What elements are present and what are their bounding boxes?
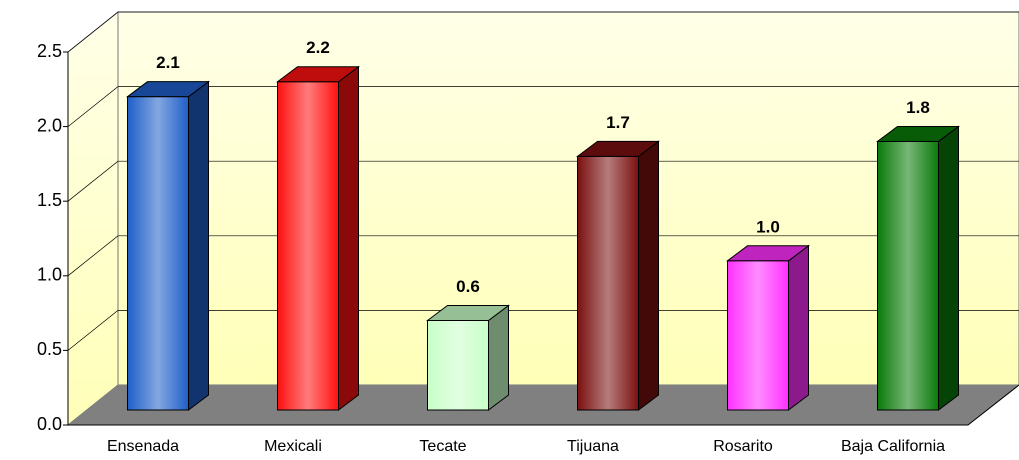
grid-line [67, 160, 1019, 202]
bar-side [788, 244, 809, 411]
bar [277, 81, 339, 411]
x-tick-label: Mexicali [264, 438, 322, 455]
back-wall [117, 11, 1019, 386]
value-label: 1.0 [756, 217, 780, 236]
bar [127, 96, 189, 411]
grid-line [67, 11, 1019, 53]
bar-top [276, 66, 360, 83]
grid-line [67, 235, 1019, 277]
value-label: 2.2 [306, 38, 330, 57]
grid-line [67, 86, 1019, 127]
bar [877, 140, 939, 411]
bar-side [338, 65, 359, 411]
bar-side [188, 80, 209, 411]
value-label: 0.6 [456, 277, 480, 296]
value-label: 1.8 [906, 98, 930, 117]
bar-top [876, 125, 960, 142]
value-label: 1.7 [606, 113, 630, 132]
x-tick-label: Tijuana [567, 438, 619, 455]
bar-top [126, 81, 210, 98]
bar-side [638, 140, 659, 411]
y-tick-label: 1.0 [37, 265, 62, 285]
x-axis [68, 384, 1019, 426]
grid-line [67, 310, 1019, 351]
bar-side [938, 125, 959, 411]
bar-top [576, 140, 660, 157]
floor [68, 385, 1019, 425]
x-tick-label: Baja California [841, 438, 945, 455]
x-tick-label: Tecate [419, 438, 466, 455]
y-tick-label: 1.5 [37, 190, 62, 210]
x-tick-label: Rosarito [713, 438, 773, 455]
bar-top [725, 245, 811, 262]
y-tick-label: 2.0 [37, 115, 62, 135]
grid [67, 11, 1019, 351]
side-wall [67, 10, 119, 427]
bar [427, 319, 489, 411]
x-tick-label: Ensenada [107, 438, 179, 455]
y-tick-label: 0.5 [37, 339, 62, 359]
value-label: 2.1 [156, 53, 180, 72]
bar [727, 260, 789, 411]
bars [126, 65, 960, 411]
bar [577, 155, 639, 411]
bar-top [426, 304, 510, 321]
y-tick-label: 2.5 [37, 41, 62, 61]
y-tick-label: 0.0 [37, 414, 62, 434]
bar-side [488, 304, 509, 411]
